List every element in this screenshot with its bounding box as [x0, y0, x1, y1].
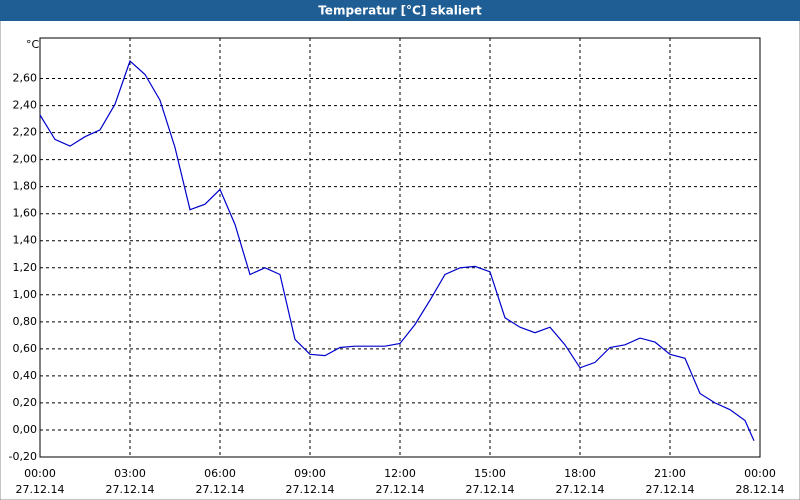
- y-tick-label: -0,20: [9, 450, 37, 463]
- x-tick-date: 27.12.14: [646, 483, 695, 496]
- x-tick-date: 27.12.14: [16, 483, 65, 496]
- x-tick-label: 06:00: [204, 467, 236, 480]
- x-tick-date: 27.12.14: [556, 483, 605, 496]
- y-tick-label: 0,20: [13, 396, 38, 409]
- x-tick-label: 09:00: [294, 467, 326, 480]
- x-tick-label: 15:00: [474, 467, 506, 480]
- x-tick-label: 21:00: [654, 467, 686, 480]
- x-tick-date: 27.12.14: [106, 483, 155, 496]
- y-unit: °C: [26, 38, 40, 51]
- x-tick-date: 27.12.14: [466, 483, 515, 496]
- y-tick-label: 2,60: [13, 72, 38, 85]
- y-tick-label: 1,80: [13, 180, 38, 193]
- y-tick-label: 1,40: [13, 234, 38, 247]
- y-tick-label: 2,00: [13, 153, 38, 166]
- x-tick-date: 27.12.14: [286, 483, 335, 496]
- y-tick-label: 0,60: [13, 342, 38, 355]
- y-tick-label: 0,00: [13, 423, 38, 436]
- x-tick-label: 03:00: [114, 467, 146, 480]
- data-line: [39, 59, 755, 442]
- title-bar: [0, 0, 800, 21]
- y-tick-label: 1,60: [13, 207, 38, 220]
- chart-title: Temperatur [°C] skaliert: [318, 4, 482, 18]
- y-tick-label: 2,40: [13, 99, 38, 112]
- x-tick-date: 27.12.14: [376, 483, 425, 496]
- x-tick-label: 12:00: [384, 467, 416, 480]
- x-tick-date: 28.12.14: [736, 483, 785, 496]
- y-tick-label: 1,00: [13, 288, 38, 301]
- y-tick-label: 0,40: [13, 369, 38, 382]
- x-tick-label: 00:00: [24, 467, 56, 480]
- x-tick-label: 00:00: [744, 467, 776, 480]
- x-tick-label: 18:00: [564, 467, 596, 480]
- x-tick-date: 27.12.14: [196, 483, 245, 496]
- y-tick-label: 2,20: [13, 126, 38, 139]
- y-tick-label: 0,80: [13, 315, 38, 328]
- y-tick-label: 1,20: [13, 261, 38, 274]
